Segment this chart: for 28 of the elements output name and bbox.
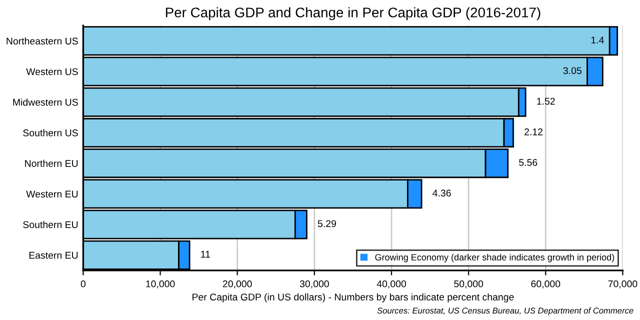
x-tick-label: 0 bbox=[80, 280, 86, 288]
annotation: 5.29 bbox=[318, 220, 336, 228]
legend-label: Growing Economy (darker shade indicates growth in period) bbox=[375, 254, 614, 262]
x-tick-label: 50,000 bbox=[454, 280, 484, 288]
annotation: 4.36 bbox=[432, 190, 451, 197]
annotation: 3.05 bbox=[563, 67, 582, 74]
y-tick-label: Southern US bbox=[23, 129, 78, 136]
y-tick-label: Northeastern US bbox=[6, 37, 78, 45]
x-tick-label: 20,000 bbox=[222, 280, 252, 288]
y-tick-label: Western EU bbox=[26, 190, 78, 198]
y-tick-label: Northern EU bbox=[25, 160, 78, 167]
x-axis-title: Per Capita GDP (in US dollars) - Numbers by bars indicate percent change bbox=[192, 293, 514, 302]
annotation: 1.52 bbox=[537, 98, 555, 105]
x-tick-label: 10,000 bbox=[146, 280, 175, 288]
x-tick-label: 60,000 bbox=[531, 280, 560, 288]
y-tick-label: Midwestern US bbox=[13, 98, 78, 106]
y-tick-label: Southern EU bbox=[23, 220, 78, 228]
source-note: Sources: Eurostat, US Census Bureau, US Department of Commerce bbox=[377, 307, 634, 316]
annotation: 2.12 bbox=[524, 128, 542, 136]
chart-title: Per Capita GDP and Change in Per Capita GDP (2016-2017) bbox=[166, 7, 540, 20]
x-tick-label: 40,000 bbox=[376, 280, 406, 288]
x-tick-label: 70,000 bbox=[608, 280, 638, 288]
annotation: 5.56 bbox=[519, 159, 538, 166]
x-tick-label: 30,000 bbox=[300, 280, 329, 288]
annotation: 11 bbox=[201, 250, 210, 258]
y-tick-label: Western US bbox=[26, 68, 78, 76]
annotation: 1.4 bbox=[591, 36, 604, 44]
y-tick-label: Eastern EU bbox=[29, 252, 78, 259]
